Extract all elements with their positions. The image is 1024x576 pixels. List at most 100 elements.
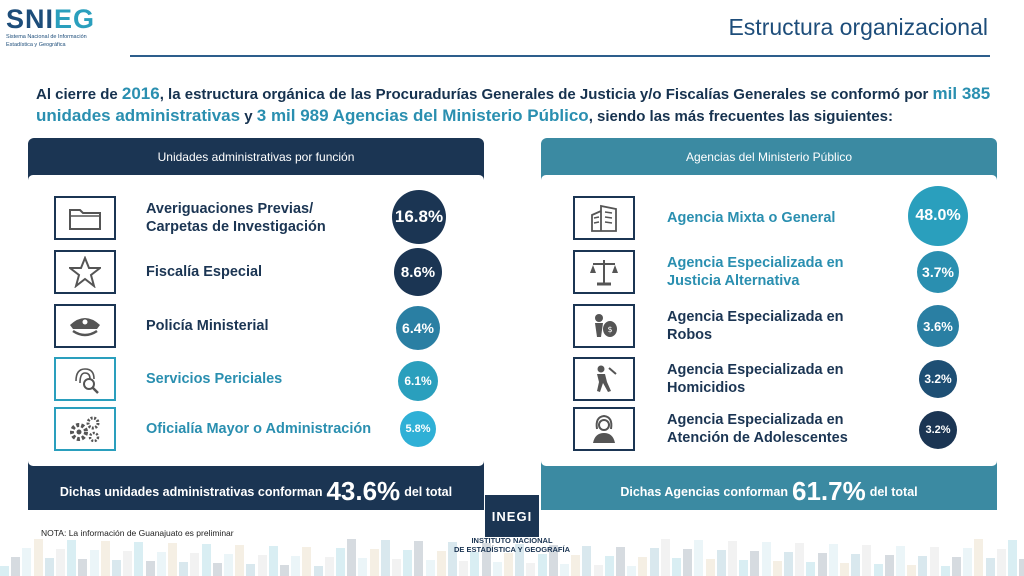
stripe xyxy=(582,546,592,576)
stripe xyxy=(302,547,312,576)
stripe xyxy=(190,553,200,576)
unit-label: Averiguaciones Previas/Carpetas de Inves… xyxy=(146,201,326,235)
unit-percent-badge: 6.1% xyxy=(398,361,438,401)
stripe xyxy=(593,565,603,576)
fingerprint-magnifier-icon xyxy=(54,357,116,401)
agency-row-homicidios: Agencia Especializada en Homicidios 3.2% xyxy=(541,357,997,403)
unit-label: Policía Ministerial xyxy=(146,318,269,334)
stripe xyxy=(761,542,771,576)
unit-row-oficialia: Oficialía Mayor o Administración 5.8% xyxy=(28,407,484,453)
units-total-value: 43.6% xyxy=(326,476,401,506)
stripe xyxy=(660,539,670,576)
stripe xyxy=(492,562,502,576)
stripe xyxy=(0,566,9,576)
stripe xyxy=(246,564,256,576)
stripe xyxy=(168,543,177,576)
agency-label: Agencia Especializada en Robos xyxy=(667,309,844,343)
stripe xyxy=(470,552,480,576)
agencies-panel-heading: Agencias del Ministerio Público xyxy=(685,150,853,164)
logo-wordmark: SNIEG xyxy=(6,4,96,34)
gears-icon xyxy=(54,407,116,451)
stripe xyxy=(627,566,637,576)
intro-units: mil 385 unidades administrativas xyxy=(36,84,991,125)
stripe xyxy=(784,552,793,576)
inegi-line-2: DE ESTADÍSTICA Y GEOGRAFÍA xyxy=(454,544,570,554)
stripe xyxy=(806,562,816,576)
unit-percent-badge: 5.8% xyxy=(400,411,436,447)
agencies-total-value: 61.7% xyxy=(791,476,866,506)
adolescent-icon xyxy=(573,407,635,451)
stripe xyxy=(963,548,973,576)
stripe xyxy=(604,556,614,576)
svg-text:$: $ xyxy=(607,325,612,334)
unit-percent-badge: 8.6% xyxy=(394,248,442,296)
unit-label: Fiscalía Especial xyxy=(146,264,263,280)
logo-subtitle-1: Sistema Nacional de Información xyxy=(6,34,87,40)
stripe xyxy=(705,559,715,576)
stripe xyxy=(156,552,166,576)
title-divider xyxy=(130,55,990,57)
stripe xyxy=(436,551,446,576)
stripe xyxy=(862,545,872,576)
agencies-panel-body: Agencia Mixta o General 48.0% Agencia Es… xyxy=(541,175,997,466)
stripe xyxy=(280,565,289,576)
stripe xyxy=(380,540,390,576)
stripe xyxy=(392,559,401,576)
folder-icon xyxy=(54,196,116,240)
stripe xyxy=(22,548,32,576)
stripe xyxy=(672,558,681,576)
agencies-panel: Agencias del Ministerio Público Agencia … xyxy=(541,138,997,510)
scales-icon xyxy=(573,250,635,294)
stripe xyxy=(952,557,961,576)
stripe xyxy=(89,550,99,576)
agency-row-adolescentes: Agencia Especializada en Atención de Adol… xyxy=(541,407,997,453)
stripe xyxy=(134,542,144,576)
stripe xyxy=(268,546,278,576)
stripe xyxy=(996,549,1006,576)
inegi-line-1: INSTITUTO NACIONAL xyxy=(471,536,553,545)
stripe xyxy=(515,544,525,576)
agency-label: Agencia Especializada en Justicia Alterna… xyxy=(667,255,844,289)
robber-bag-icon: $ xyxy=(573,304,635,348)
stripe xyxy=(616,547,625,576)
agency-percent-badge: 48.0% xyxy=(908,186,968,246)
agency-row-robos: $ Agencia Especializada en Robos 3.6% xyxy=(541,304,997,350)
unit-row-fiscalia: Fiscalía Especial 8.6% xyxy=(28,248,484,296)
intro-paragraph: Al cierre de 2016, la estructura orgánic… xyxy=(36,84,991,125)
stripe xyxy=(56,549,65,576)
agency-percent-badge: 3.7% xyxy=(917,251,959,293)
homicide-icon xyxy=(573,357,635,401)
agency-label: Agencia Mixta o General xyxy=(667,210,836,226)
stripe xyxy=(179,562,189,576)
unit-row-servicios: Servicios Periciales 6.1% xyxy=(28,357,484,403)
stripe xyxy=(33,539,43,576)
stripe xyxy=(571,555,581,576)
stripe xyxy=(504,553,513,576)
stripe xyxy=(1008,540,1017,576)
agency-percent-badge: 3.2% xyxy=(919,411,957,449)
stripe xyxy=(918,556,928,576)
logo-subtitle-2: Estadística y Geográfica xyxy=(6,42,66,48)
stripe xyxy=(291,556,301,576)
stripe xyxy=(739,560,749,576)
stripe xyxy=(324,557,334,576)
footnote: NOTA: La información de Guanajuato es pr… xyxy=(41,528,234,538)
stripe xyxy=(985,558,995,576)
stripe xyxy=(44,558,54,576)
stripe xyxy=(649,548,659,576)
stripe xyxy=(123,551,133,576)
unit-percent-badge: 6.4% xyxy=(396,306,440,350)
stripe xyxy=(873,564,883,576)
agencies-panel-footer: Dichas Agencias conforman 61.7% del total xyxy=(620,476,918,506)
agency-label: Agencia Especializada en Atención de Adol… xyxy=(667,412,848,446)
stripe xyxy=(750,551,760,576)
stripe xyxy=(728,541,737,576)
stripe xyxy=(817,553,827,576)
stripe xyxy=(929,547,939,576)
decorative-stripes xyxy=(0,538,1024,576)
stripe xyxy=(369,549,379,576)
stripe xyxy=(100,541,110,576)
stripe xyxy=(112,560,121,576)
stripe xyxy=(403,550,413,576)
sniegi-logo: SNIEG Sistema Nacional de Información Es… xyxy=(6,5,116,55)
